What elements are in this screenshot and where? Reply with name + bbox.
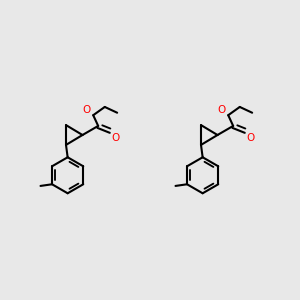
Text: O: O [218, 105, 226, 115]
Text: O: O [247, 133, 255, 143]
Text: O: O [82, 105, 91, 115]
Text: O: O [112, 133, 120, 143]
